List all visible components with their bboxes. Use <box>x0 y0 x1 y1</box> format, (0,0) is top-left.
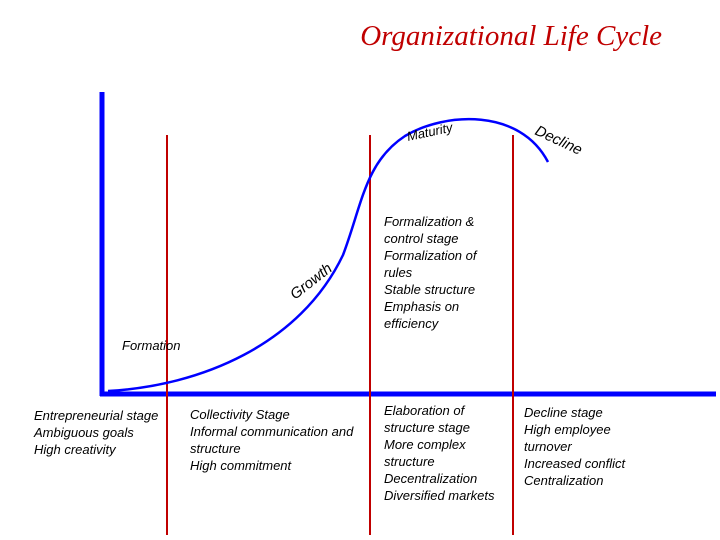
stage-item: High commitment <box>190 458 292 473</box>
note: Formalization & control stage <box>384 214 475 246</box>
stage-item: Centralization <box>524 473 604 488</box>
title: Organizational Life Cycle <box>360 20 662 52</box>
maturity-notes: Formalization & control stage Formalizat… <box>384 213 492 332</box>
note: Emphasis on efficiency <box>384 299 460 331</box>
maturity-label: Maturity <box>406 119 456 144</box>
stage-3: Elaboration of structure stage More comp… <box>384 402 506 504</box>
stage-item: Ambiguous goals <box>34 425 134 440</box>
stage-item: Decentralization <box>384 471 478 486</box>
decline-label: Decline <box>532 122 585 159</box>
stage-item: High creativity <box>34 442 116 457</box>
stage-4: Decline stage High employee turnover Inc… <box>524 404 642 489</box>
stage-item: Increased conflict <box>524 456 626 471</box>
stage-item: Diversified markets <box>384 488 495 503</box>
life-cycle-curve <box>107 117 550 393</box>
stage-item: Informal communication and structure <box>190 424 354 456</box>
stage-2: Collectivity Stage Informal communicatio… <box>190 406 370 474</box>
stage-1: Entrepreneurial stage Ambiguous goals Hi… <box>34 407 174 458</box>
stage-item: Collectivity Stage <box>190 407 290 422</box>
note: Stable structure <box>384 282 476 297</box>
stage-item: Elaboration of structure stage <box>384 403 470 435</box>
stage-item: More complex structure <box>384 437 466 469</box>
stage-item: Decline stage <box>524 405 603 420</box>
stage-item: High employee turnover <box>524 422 611 454</box>
formation-label: Formation <box>122 338 181 353</box>
stage-item: Entrepreneurial stage <box>34 408 159 423</box>
note: Formalization of rules <box>384 248 477 280</box>
